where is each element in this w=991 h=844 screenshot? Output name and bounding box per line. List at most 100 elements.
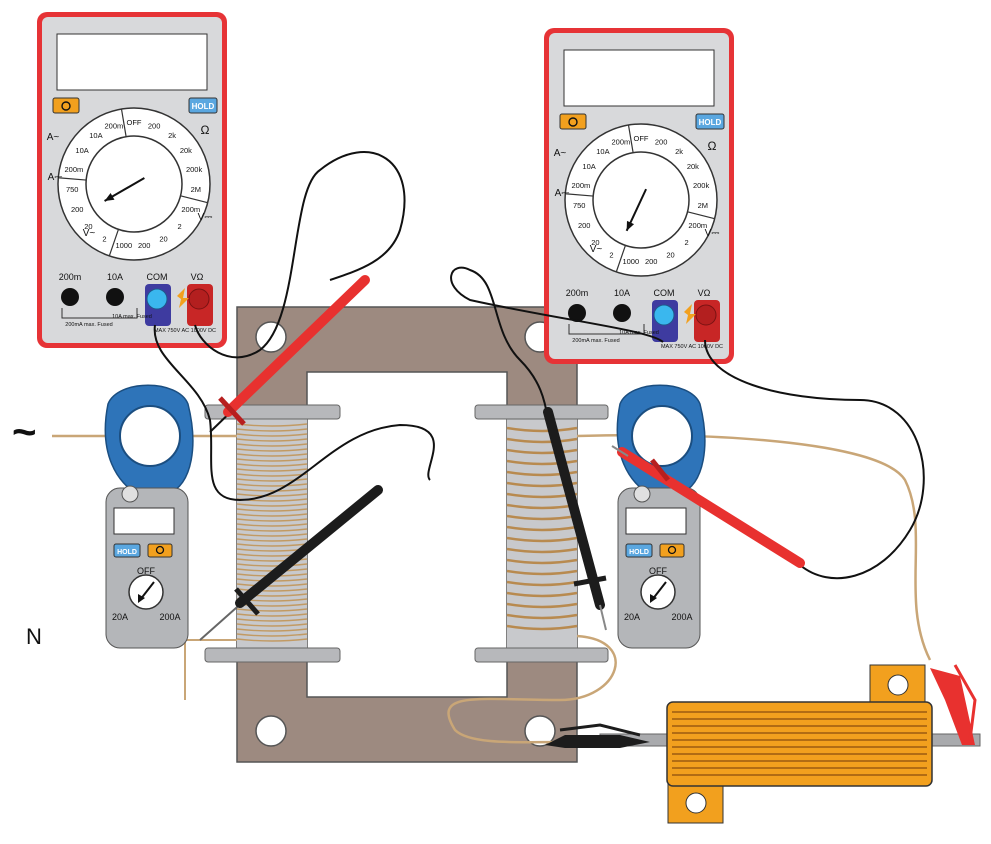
dial-divider: [687, 211, 715, 220]
dial-position-label: 20: [591, 238, 599, 247]
probe-black-left[interactable]: [199, 485, 383, 641]
dial-position-label: 200m: [688, 221, 707, 230]
dial-position-label: 20: [84, 222, 92, 231]
clamp-hold-label: HOLD: [629, 549, 649, 556]
dial-position-label: 2k: [168, 131, 176, 140]
clamp-hold-body: [113, 543, 141, 558]
jack-10a: [106, 288, 124, 306]
coil-turn: [236, 538, 308, 542]
mode-label-ac-voltage: V~: [83, 228, 96, 239]
hold-button[interactable]: HOLD: [695, 113, 725, 130]
hold-button[interactable]: HOLD: [188, 97, 218, 114]
clamp-range-dial[interactable]: [640, 574, 676, 610]
dial-position-label: 200: [655, 137, 668, 146]
coil-turn: [506, 470, 578, 477]
jack-label: 10A: [107, 272, 123, 282]
dial-divider: [120, 108, 127, 137]
jack-label: COM: [147, 272, 168, 282]
clamp-hold-label: HOLD: [117, 549, 137, 556]
jack-v: [188, 288, 210, 310]
coil-turn: [236, 458, 308, 462]
clamp-200a-label: 200A: [159, 612, 180, 622]
hold-label: HOLD: [192, 102, 215, 111]
mode-label-ac-current: A~: [554, 148, 567, 159]
right-v-cable: [704, 339, 925, 580]
power-button[interactable]: [52, 97, 80, 114]
right-com-cable: [450, 266, 664, 421]
probe-black-right[interactable]: [543, 407, 607, 631]
dial-position-label: 20: [666, 251, 674, 260]
probe-red-right[interactable]: [611, 445, 805, 568]
dial-position-label: 750: [573, 201, 586, 210]
coil-turn: [236, 533, 308, 537]
dial-position-label: 200: [148, 121, 161, 130]
coil-turn: [506, 547, 578, 554]
dial-position-label: 10A: [582, 162, 595, 171]
alligator-clip-red[interactable]: [930, 664, 977, 745]
dial-position-label: 200m: [104, 121, 123, 130]
jack-v: [695, 304, 717, 326]
clamp-power-button[interactable]: [659, 543, 685, 558]
clamp-power-body: [147, 543, 173, 558]
coil-turn: [236, 543, 308, 547]
coil-turn: [506, 558, 578, 565]
left-v-cable: [194, 151, 406, 359]
probe-red-left[interactable]: [209, 275, 370, 433]
coil-turn: [236, 563, 308, 567]
clamp-meter-left[interactable]: HOLD OFF 20A 200A: [104, 384, 194, 649]
dial-divider: [627, 124, 634, 153]
dial-position-label: 200m: [181, 205, 200, 214]
coil-turn: [506, 536, 578, 543]
coil-turn: [236, 623, 308, 627]
dial-position-label: 2M: [698, 201, 708, 210]
test-lead-cables: [153, 151, 925, 580]
power-button[interactable]: [559, 113, 587, 130]
power-icon: [155, 545, 165, 555]
mount-hole-icon: [685, 792, 707, 814]
jack-10a: [613, 304, 631, 322]
mode-label-dc-voltage: V⎓: [198, 212, 213, 223]
dial-position-label: 200m: [611, 137, 630, 146]
range-dial[interactable]: OFF 2002k20k200k2M200m2202001000220200750…: [564, 123, 718, 277]
dial-position-label: 2: [102, 235, 106, 244]
jack-label: 200m: [566, 288, 589, 298]
coil-turn: [236, 433, 308, 437]
clamp-hold-button[interactable]: HOLD: [113, 543, 141, 558]
dial-divider: [615, 245, 626, 273]
coil-turn: [506, 525, 578, 532]
coil-turn: [506, 459, 578, 466]
coil-turn: [236, 518, 308, 522]
neutral-label: N: [26, 624, 42, 649]
jack-200m: [61, 288, 79, 306]
dial-position-label: 10A: [75, 146, 88, 155]
fuse-note-max: MAX 750V AC 1000V DC: [661, 344, 723, 350]
fuse-note-200m: 200mA max. Fused: [65, 322, 112, 328]
load-resistor: [599, 664, 981, 824]
clamp-meter-right[interactable]: HOLD OFF 20A 200A: [616, 384, 706, 649]
dial-position-label: 2: [178, 222, 182, 231]
coil-turn: [236, 443, 308, 447]
range-dial[interactable]: OFF 2002k20k200k2M200m2202001000220200750…: [57, 107, 211, 261]
arrow-icon: [626, 220, 635, 231]
coil-turn: [236, 633, 308, 637]
fuse-note-200m: 200mA max. Fused: [572, 338, 619, 344]
jack-200m: [568, 304, 586, 322]
coil-turn: [506, 437, 578, 444]
arrow-icon: [650, 594, 657, 603]
clamp-range-dial[interactable]: [128, 574, 164, 610]
power-icon: [667, 545, 677, 555]
fuse-bracket: [61, 308, 138, 319]
dial-position-label: 10A: [89, 131, 102, 140]
mode-label-dc-voltage: V⎓: [705, 228, 720, 239]
jack-label: COM: [654, 288, 675, 298]
clamp-power-button[interactable]: [147, 543, 173, 558]
clamp-hold-body: [625, 543, 653, 558]
coil-turn: [506, 569, 578, 576]
coil-turn: [236, 588, 308, 592]
alligator-clip-black[interactable]: [545, 723, 650, 748]
clamp-hold-button[interactable]: HOLD: [625, 543, 653, 558]
mode-label-ac-current: A~: [47, 132, 60, 143]
